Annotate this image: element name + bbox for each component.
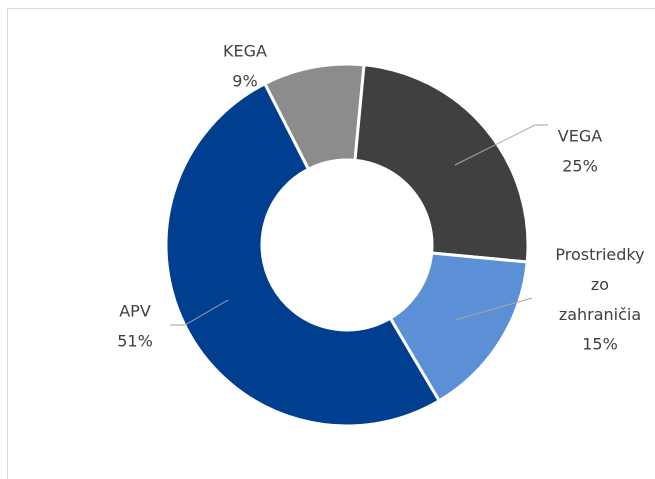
donut-slice xyxy=(353,63,530,264)
leader-line xyxy=(170,299,229,326)
donut-slice xyxy=(164,81,442,428)
chart-frame xyxy=(7,8,655,479)
leader-line xyxy=(454,297,533,321)
value-label: 9% xyxy=(232,72,257,91)
category-label: KEGA xyxy=(223,42,267,61)
leader-line xyxy=(454,124,548,166)
donut-slice xyxy=(388,251,529,403)
value-label: 51% xyxy=(117,332,153,351)
value-label: 15% xyxy=(582,335,618,354)
category-label: Prostriedky zo zahraničia xyxy=(555,245,644,324)
value-label: 25% xyxy=(562,157,598,176)
category-label: VEGA xyxy=(558,127,602,146)
category-label: APV xyxy=(119,302,151,321)
